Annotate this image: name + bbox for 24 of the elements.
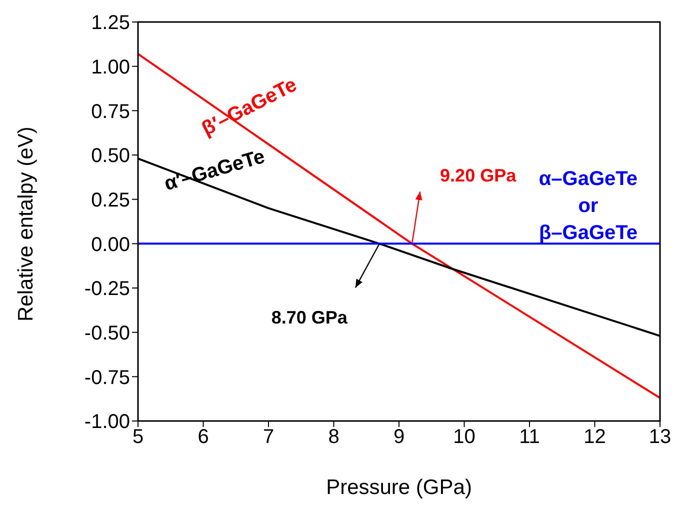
y-tick-label: -0.50 xyxy=(84,322,130,344)
x-tick-label: 7 xyxy=(262,426,274,448)
y-axis-title: Relative entalpy (eV) xyxy=(14,126,38,322)
x-tick-label: 13 xyxy=(648,426,672,448)
x-axis-title: Pressure (GPa) xyxy=(326,476,472,499)
y-tick-label: 0.75 xyxy=(91,100,130,123)
y-tick-label: 1.00 xyxy=(91,56,130,78)
y-tick-label: 0.00 xyxy=(91,234,130,256)
y-tick-label: 0.25 xyxy=(91,189,130,212)
x-tick-label: 11 xyxy=(519,426,540,448)
y-tick-label: 0.50 xyxy=(91,145,130,168)
x-tick-label: 9 xyxy=(393,426,405,448)
x-tick-label: 8 xyxy=(328,426,340,448)
y-tick-label: -0.25 xyxy=(84,278,130,300)
annotation: 8.70 GPa xyxy=(271,308,348,328)
x-tick-label: 12 xyxy=(584,426,606,448)
annotation: 9.20 GPa xyxy=(440,166,518,186)
x-tick-label: 6 xyxy=(198,426,209,448)
y-tick-label: -1.00 xyxy=(84,411,130,434)
x-tick-label: 5 xyxy=(132,426,144,448)
x-tick-label: 10 xyxy=(453,426,476,448)
y-tick-label: -0.75 xyxy=(84,366,130,389)
series-label: α–GaGeTe or β–GaGeTe xyxy=(538,168,638,244)
y-tick-label: 1.25 xyxy=(91,12,130,34)
